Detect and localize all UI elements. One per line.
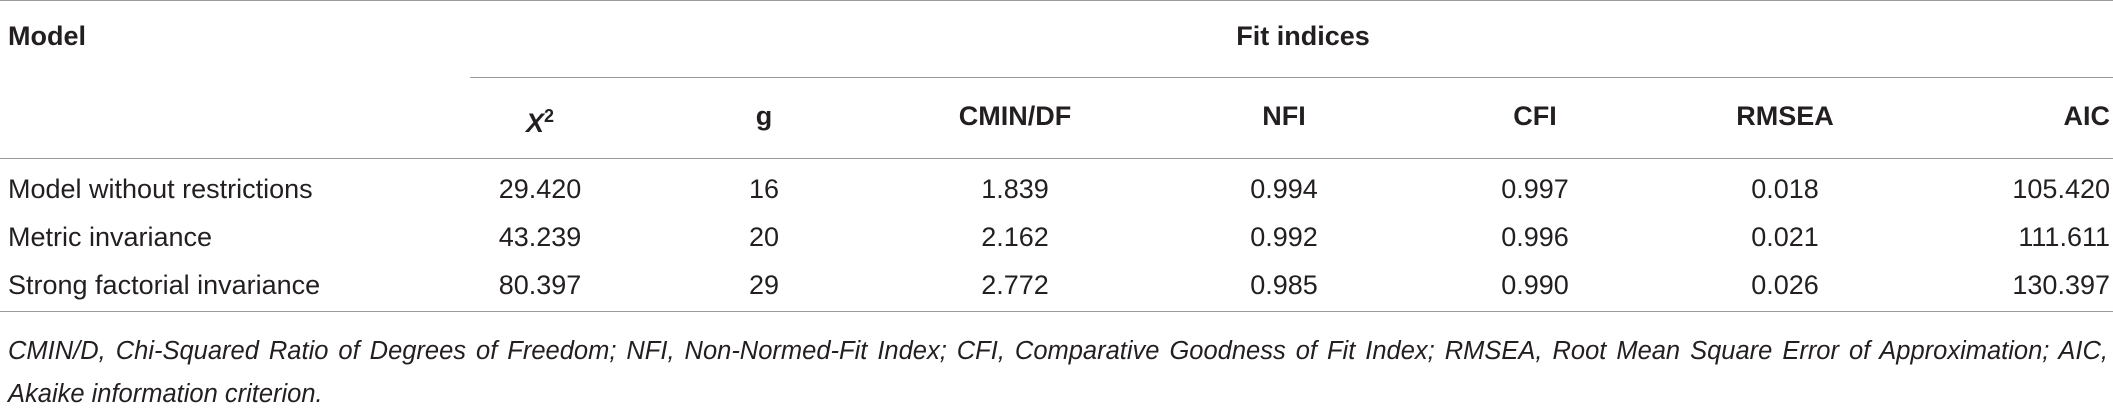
cell: 0.992 — [1250, 222, 1318, 252]
row-label: Strong factorial invariance — [8, 270, 321, 300]
cell: 2.772 — [981, 270, 1049, 300]
column-header: AIC — [2063, 101, 2111, 131]
footnote: CMIN/D, Chi-Squared Ratio of Degrees of … — [8, 337, 2108, 408]
cell: 29 — [748, 270, 780, 300]
group-header: Fit indices — [1236, 21, 1370, 51]
cell: 111.611 — [2018, 222, 2110, 252]
cell: 0.990 — [1501, 270, 1569, 300]
row-label: Model without restrictions — [8, 174, 313, 204]
cell: 130.397 — [2012, 270, 2110, 300]
cell: 80.397 — [498, 270, 582, 300]
cell: 0.985 — [1250, 270, 1318, 300]
cell: 0.996 — [1501, 222, 1569, 252]
row-label: Metric invariance — [8, 222, 213, 252]
cell: 105.420 — [2012, 174, 2110, 204]
cell: 0.997 — [1501, 174, 1569, 204]
cell: 0.994 — [1250, 174, 1318, 204]
column-header-sup: 2 — [544, 106, 555, 126]
column-header-base: X — [525, 108, 544, 138]
cell: 0.018 — [1751, 174, 1819, 204]
cell: 0.026 — [1751, 270, 1819, 300]
column-header: g — [755, 101, 773, 131]
column-header: NFI — [1262, 101, 1306, 131]
header-rule — [0, 158, 2113, 159]
group-rule — [470, 77, 2113, 78]
cell: 0.021 — [1751, 222, 1819, 252]
cell: 20 — [748, 222, 780, 252]
bottom-rule — [0, 311, 2113, 312]
column-header: CFI — [1513, 101, 1557, 131]
model-header: Model — [8, 21, 86, 51]
top-rule — [0, 0, 2113, 1]
cell: 16 — [748, 174, 780, 204]
cell: 1.839 — [981, 174, 1049, 204]
cell: 43.239 — [498, 222, 582, 252]
column-header: RMSEA — [1736, 101, 1834, 131]
column-header: X2 — [526, 99, 554, 140]
cell: 29.420 — [498, 174, 582, 204]
cell: 2.162 — [981, 222, 1049, 252]
column-header: CMIN/DF — [958, 101, 1072, 131]
